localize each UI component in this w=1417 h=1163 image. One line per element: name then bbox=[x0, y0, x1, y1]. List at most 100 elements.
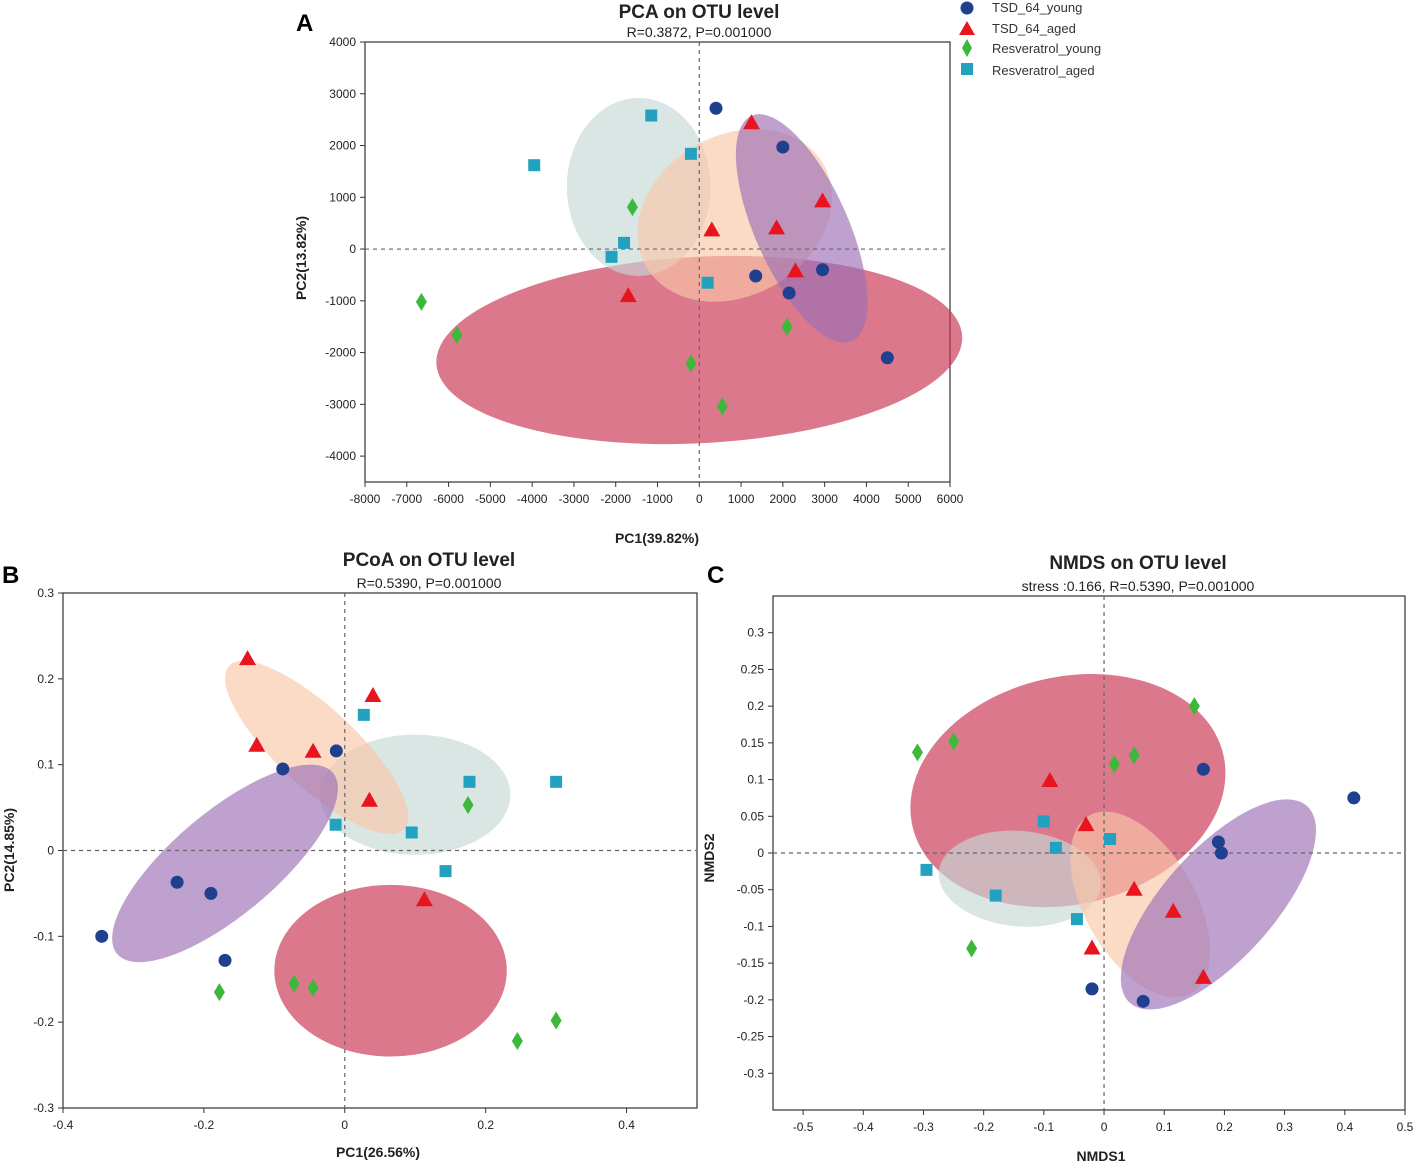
point-resveratrol-aged bbox=[528, 159, 541, 172]
y-tick-label: 0 bbox=[349, 242, 356, 256]
y-tick-label: 1000 bbox=[329, 190, 356, 204]
chart-title: NMDS on OTU level bbox=[1049, 553, 1226, 574]
point-resveratrol-young bbox=[781, 317, 793, 336]
point-resveratrol-young bbox=[948, 732, 960, 751]
x-tick-label: -1000 bbox=[642, 492, 673, 506]
x-tick-label: -5000 bbox=[475, 492, 506, 506]
point-tsd-young bbox=[749, 269, 763, 283]
y-tick-label: 0.05 bbox=[741, 809, 765, 823]
x-tick-label: 0 bbox=[696, 492, 703, 506]
x-tick-label: -0.3 bbox=[913, 1120, 934, 1134]
point-tsd-aged bbox=[360, 791, 378, 807]
x-axis-label: NMDS1 bbox=[1076, 1148, 1125, 1163]
y-tick-label: -0.2 bbox=[743, 993, 764, 1007]
y-tick-label: 0.25 bbox=[741, 662, 765, 676]
point-resveratrol-aged bbox=[618, 236, 631, 249]
point-tsd-young bbox=[204, 886, 218, 900]
point-tsd-aged bbox=[743, 114, 761, 130]
y-tick-label: 4000 bbox=[329, 35, 356, 49]
point-tsd-aged bbox=[248, 736, 266, 752]
panel-b: -0.4 -0.2 0 0.2 0.4 -0.3 -0.2 -0.1 0 0.1 0.2 0.3 PCo… bbox=[1, 550, 698, 1160]
point-tsd-young bbox=[1347, 791, 1361, 805]
point-tsd-young bbox=[170, 875, 184, 889]
point-tsd-aged bbox=[415, 891, 433, 907]
y-tick-label: 0.1 bbox=[747, 773, 764, 787]
y-axis-label: NMDS2 bbox=[701, 833, 717, 882]
point-resveratrol-aged bbox=[605, 250, 618, 263]
x-tick-label: 0.3 bbox=[1276, 1120, 1293, 1134]
point-tsd-young bbox=[709, 101, 723, 115]
x-tick-label: -7000 bbox=[391, 492, 422, 506]
x-tick-label: -0.2 bbox=[194, 1118, 215, 1132]
point-tsd-young bbox=[1214, 846, 1228, 860]
x-tick-label: -0.5 bbox=[793, 1120, 814, 1134]
point-tsd-aged bbox=[1083, 939, 1101, 955]
point-resveratrol-young bbox=[451, 325, 463, 344]
legend-label-tsd-young: TSD_64_young bbox=[992, 0, 1082, 15]
x-tick-label: -6000 bbox=[433, 492, 464, 506]
legend-item-tsd-young: TSD_64_young bbox=[960, 0, 1082, 15]
point-resveratrol-young bbox=[685, 354, 697, 373]
point-tsd-young bbox=[1136, 994, 1150, 1008]
x-tick-label: 0.5 bbox=[1397, 1120, 1414, 1134]
y-tick-label: 2000 bbox=[329, 139, 356, 153]
panel-label: C bbox=[707, 562, 724, 589]
point-tsd-young bbox=[1196, 762, 1210, 776]
legend: TSD_64_young TSD_64_aged Resveratrol_you… bbox=[959, 0, 1101, 78]
point-resveratrol-young bbox=[1128, 746, 1140, 765]
x-tick-label: 0.4 bbox=[1336, 1120, 1353, 1134]
y-tick-label: -2000 bbox=[325, 346, 356, 360]
y-axis-label: PC2(14.85%) bbox=[1, 808, 17, 892]
x-tick-label: 0 bbox=[341, 1118, 348, 1132]
point-resveratrol-aged bbox=[1037, 815, 1050, 828]
confidence-ellipse-tsd-young bbox=[112, 764, 338, 963]
panel-label: A bbox=[296, 10, 313, 37]
x-tick-label: -2000 bbox=[600, 492, 631, 506]
point-tsd-young bbox=[776, 140, 790, 154]
chart-title: PCoA on OTU level bbox=[343, 550, 515, 571]
point-resveratrol-aged bbox=[989, 889, 1002, 902]
point-resveratrol-aged bbox=[684, 147, 697, 160]
y-axis-label: PC2(13.82%) bbox=[293, 216, 309, 300]
point-resveratrol-young bbox=[911, 743, 923, 762]
point-resveratrol-young bbox=[288, 974, 300, 993]
confidence-ellipse-resveratrol-aged bbox=[938, 830, 1101, 927]
point-tsd-aged bbox=[304, 742, 322, 758]
legend-marker-resveratrol-young bbox=[962, 39, 972, 57]
x-tick-label: 1000 bbox=[728, 492, 755, 506]
y-tick-label: -3000 bbox=[325, 397, 356, 411]
x-tick-label: 5000 bbox=[895, 492, 922, 506]
y-tick-label: -0.1 bbox=[33, 929, 54, 943]
y-tick-label: 0 bbox=[47, 844, 54, 858]
point-resveratrol-young bbox=[1188, 697, 1200, 716]
point-tsd-aged bbox=[239, 650, 257, 666]
confidence-ellipse-tsd-young bbox=[1120, 799, 1317, 1010]
point-tsd-aged bbox=[814, 192, 832, 208]
x-axis-label: PC1(26.56%) bbox=[336, 1144, 420, 1160]
chart-subtitle: stress :0.166, R=0.5390, P=0.001000 bbox=[1022, 578, 1255, 594]
x-tick-label: -8000 bbox=[350, 492, 381, 506]
x-tick-label: 6000 bbox=[937, 492, 964, 506]
y-tick-label: -0.2 bbox=[33, 1015, 54, 1029]
chart-title: PCA on OTU level bbox=[619, 2, 780, 23]
point-tsd-aged bbox=[1194, 968, 1212, 984]
x-tick-label: 0.2 bbox=[1216, 1120, 1233, 1134]
x-tick-label: 3000 bbox=[811, 492, 838, 506]
point-resveratrol-young bbox=[626, 198, 638, 217]
y-tick-label: -1000 bbox=[325, 294, 356, 308]
chart-subtitle: R=0.3872, P=0.001000 bbox=[627, 24, 772, 40]
y-tick-label: -0.25 bbox=[737, 1030, 765, 1044]
x-tick-label: 4000 bbox=[853, 492, 880, 506]
panel-a: -8000 -7000 -6000 -5000 -4000 -3000 -2000 -1000… bbox=[293, 2, 964, 546]
point-tsd-aged bbox=[768, 219, 786, 235]
point-tsd-young bbox=[816, 263, 830, 277]
panel-c: -0.5 -0.4 -0.3 -0.2 -0.1 0 0.1 0.2 0.3 0.4 0.5 -0.3… bbox=[701, 553, 1414, 1163]
y-tick-label: 0.2 bbox=[37, 672, 54, 686]
point-resveratrol-aged bbox=[357, 708, 370, 721]
point-tsd-young bbox=[218, 953, 232, 967]
point-resveratrol-aged bbox=[645, 109, 658, 122]
point-tsd-young bbox=[1211, 835, 1225, 849]
point-resveratrol-young bbox=[415, 292, 427, 311]
legend-marker-resveratrol-aged bbox=[961, 63, 973, 75]
point-resveratrol-aged bbox=[550, 775, 563, 788]
